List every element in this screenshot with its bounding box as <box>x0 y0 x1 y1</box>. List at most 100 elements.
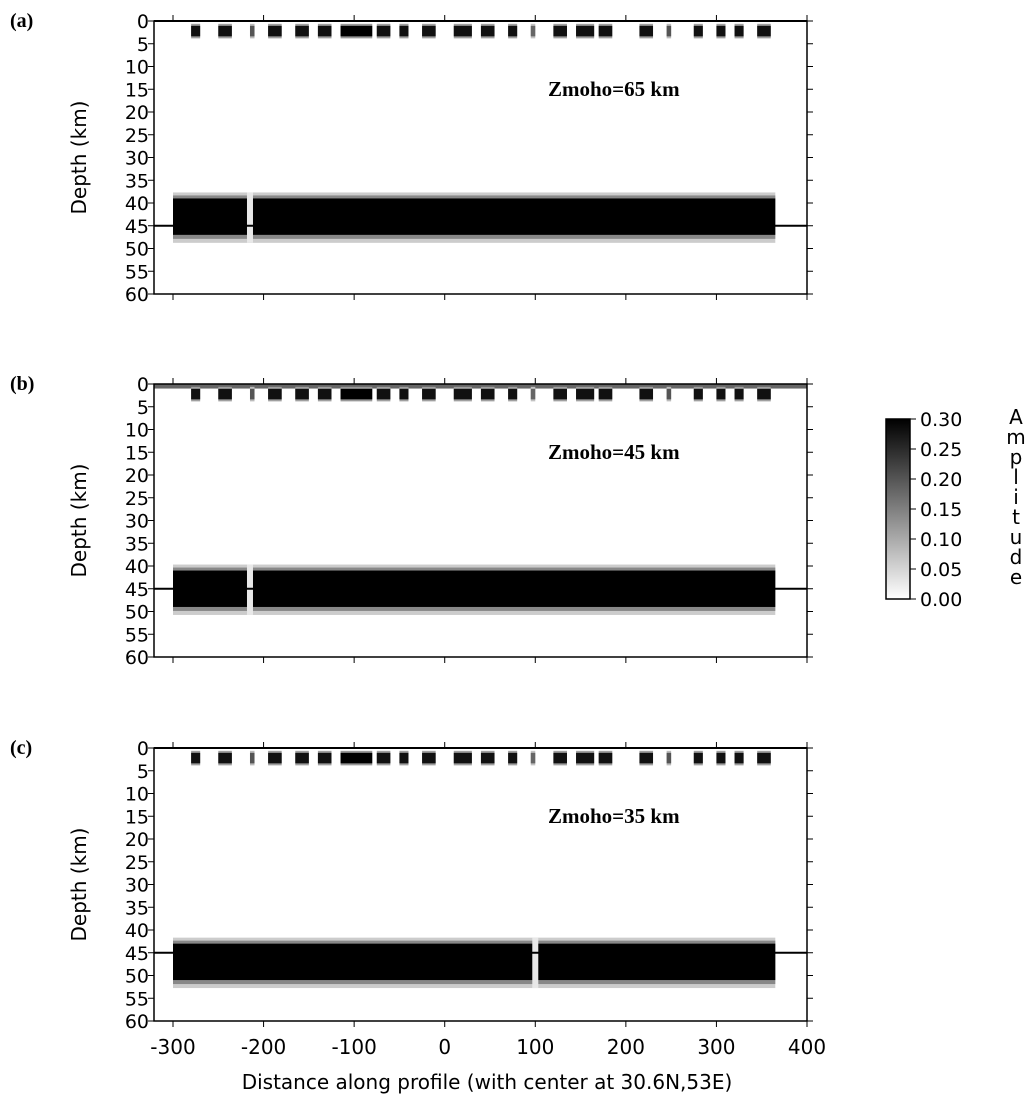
shallow-block <box>399 25 409 37</box>
moho-annotation: Zmoho=35 km <box>548 804 680 828</box>
colorbar-tick-label: 0.05 <box>920 559 962 581</box>
colorbar-tick-label: 0.30 <box>920 409 962 431</box>
y-axis-label: Depth (km) <box>67 464 91 578</box>
shallow-block <box>576 388 595 400</box>
y-tick-label: 10 <box>125 420 149 442</box>
shallow-block <box>716 388 726 400</box>
shallow-block <box>376 752 391 764</box>
panel-label: (b) <box>10 373 34 395</box>
shallow-block <box>317 25 332 37</box>
shallow-block <box>639 388 654 400</box>
shallow-block <box>553 25 567 37</box>
y-tick-label: 15 <box>125 806 149 828</box>
y-tick-label: 20 <box>125 102 149 124</box>
y-tick-label: 15 <box>125 79 149 101</box>
panel-label: (c) <box>10 737 32 759</box>
shallow-block <box>666 25 672 37</box>
x-tick-label: 0 <box>438 1035 451 1059</box>
y-tick-label: 5 <box>137 397 149 419</box>
moho-gap <box>532 937 539 989</box>
shallow-block <box>508 25 518 37</box>
shallow-block <box>757 752 771 764</box>
shallow-block <box>249 752 255 764</box>
shallow-block <box>576 25 595 37</box>
y-tick-label: 40 <box>125 193 149 215</box>
shallow-block <box>249 25 255 37</box>
shallow-block <box>530 752 536 764</box>
colorbar-tick-label: 0.00 <box>920 589 962 611</box>
y-tick-label: 35 <box>125 170 149 192</box>
shallow-block <box>399 752 409 764</box>
colorbar-label-letter: e <box>1010 565 1022 589</box>
colorbar-tick-label: 0.25 <box>920 439 962 461</box>
colorbar-label-letter: i <box>1013 485 1019 509</box>
y-tick-label: 50 <box>125 602 149 624</box>
colorbar-tick-label: 0.20 <box>920 469 962 491</box>
shallow-block <box>268 25 282 37</box>
panel-frame <box>153 383 808 658</box>
y-tick-label: 20 <box>125 829 149 851</box>
shallow-block <box>340 752 373 764</box>
y-tick-label: 55 <box>125 261 149 283</box>
shallow-block <box>480 25 495 37</box>
colorbar-label-letter: u <box>1010 525 1023 549</box>
shallow-block <box>218 388 232 400</box>
moho-annotation: Zmoho=65 km <box>548 77 680 101</box>
y-tick-label: 30 <box>125 148 149 170</box>
y-tick-label: 20 <box>125 465 149 487</box>
shallow-block <box>734 752 744 764</box>
moho-band <box>173 943 776 981</box>
y-tick-label: 25 <box>125 488 149 510</box>
shallow-block <box>453 25 472 37</box>
y-tick-label: 10 <box>125 57 149 79</box>
shallow-block <box>553 388 567 400</box>
y-tick-label: 5 <box>137 761 149 783</box>
colorbar-label-letter: m <box>1006 425 1025 449</box>
y-tick-label: 55 <box>125 988 149 1010</box>
moho-gap <box>246 192 253 243</box>
y-tick-label: 35 <box>125 533 149 555</box>
shallow-block <box>191 752 201 764</box>
y-tick-label: 10 <box>125 784 149 806</box>
y-tick-label: 60 <box>125 284 149 306</box>
shallow-block <box>598 25 613 37</box>
x-tick-label: 200 <box>607 1035 645 1059</box>
y-tick-label: 50 <box>125 239 149 261</box>
shallow-block <box>422 388 436 400</box>
shallow-block <box>716 752 726 764</box>
y-tick-label: 25 <box>125 852 149 874</box>
y-tick-label: 25 <box>125 125 149 147</box>
y-tick-label: 60 <box>125 1011 149 1033</box>
y-tick-label: 40 <box>125 556 149 578</box>
y-tick-label: 55 <box>125 624 149 646</box>
panel-label: (a) <box>10 10 33 32</box>
shallow-block <box>508 388 518 400</box>
colorbar-label-letter: p <box>1010 445 1023 469</box>
shallow-block <box>295 25 309 37</box>
shallow-block <box>218 25 232 37</box>
y-tick-label: 15 <box>125 442 149 464</box>
y-axis-label: Depth (km) <box>67 101 91 215</box>
colorbar-label-letter: l <box>1013 465 1019 489</box>
y-axis-label: Depth (km) <box>67 828 91 942</box>
y-tick-label: 40 <box>125 920 149 942</box>
colorbar-label-letter: t <box>1012 505 1020 529</box>
shallow-block <box>530 25 536 37</box>
shallow-block <box>453 752 472 764</box>
x-tick-label: 300 <box>697 1035 735 1059</box>
shallow-block <box>191 25 201 37</box>
shallow-block <box>317 752 332 764</box>
shallow-block <box>295 752 309 764</box>
y-tick-label: 0 <box>137 11 149 33</box>
shallow-block <box>422 752 436 764</box>
y-tick-label: 5 <box>137 34 149 56</box>
colorbar-tick-label: 0.10 <box>920 529 962 551</box>
moho-band <box>173 198 776 235</box>
shallow-block <box>639 752 654 764</box>
colorbar-gradient <box>885 418 911 600</box>
